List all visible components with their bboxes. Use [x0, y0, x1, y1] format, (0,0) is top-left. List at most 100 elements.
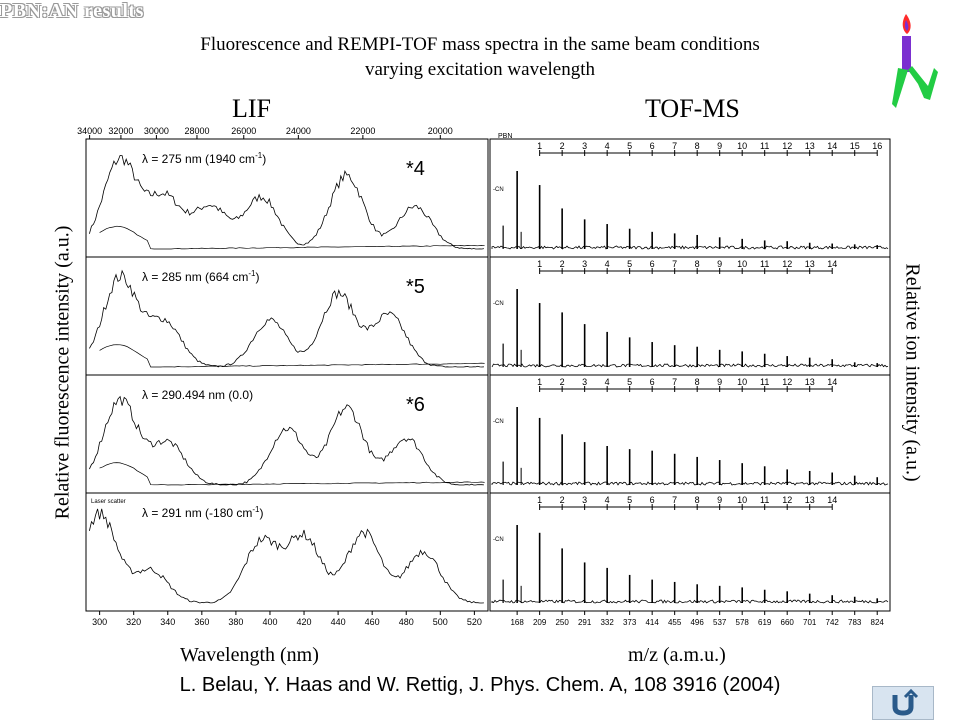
tof-x-tick-label: 824 — [871, 618, 885, 627]
tof-cluster-label: 12 — [782, 377, 792, 387]
slide-title-line1: Fluorescence and REMPI-TOF mass spectra … — [200, 34, 760, 55]
tof-cluster-label: 14 — [827, 259, 837, 269]
tof-baseline — [491, 599, 889, 604]
lif-reference-line — [99, 225, 485, 250]
tof-cluster-label: 13 — [805, 495, 815, 505]
tof-cluster-label: 10 — [737, 377, 747, 387]
tof-cluster-label: 1 — [537, 141, 542, 151]
lif-top-tick-label: 22000 — [350, 126, 375, 136]
tof-x-tick-label: 619 — [758, 618, 772, 627]
tof-cluster-label: 2 — [560, 377, 565, 387]
tof-x-tick-label: 209 — [533, 618, 547, 627]
lif-heading: LIF — [232, 94, 271, 123]
lif-spectrum-line — [89, 154, 484, 250]
lif-scale-factor: *4 — [406, 158, 425, 180]
tof-x-axis-label: m/z (a.m.u.) — [628, 644, 726, 666]
tof-cluster-label: 3 — [582, 259, 587, 269]
tof-x-tick-label: 168 — [510, 618, 524, 627]
tof-panel-frame — [489, 374, 891, 494]
tof-cluster-label: 14 — [827, 495, 837, 505]
tof-x-tick-label: 701 — [803, 618, 817, 627]
tof-cluster-label: 1 — [537, 259, 542, 269]
tof-baseline — [491, 245, 889, 250]
tof-cluster-label: 13 — [805, 141, 815, 151]
tof-cluster-label: 9 — [717, 259, 722, 269]
lif-panel-annotation: λ = 285 nm (664 cm-1) — [142, 269, 260, 284]
tof-x-tick-label: 455 — [668, 618, 682, 627]
lif-panel-tag: Laser scatter — [91, 499, 126, 505]
tof-cluster-label: 4 — [605, 259, 610, 269]
lif-scale-factor: *6 — [406, 394, 425, 416]
tof-cluster-label: 12 — [782, 495, 792, 505]
tof-cluster-label: 7 — [672, 495, 677, 505]
lif-top-tick-label: 24000 — [286, 126, 311, 136]
lif-panel-annotation: λ = 290.494 nm (0.0) — [142, 388, 253, 402]
tof-x-tick-label: 660 — [781, 618, 795, 627]
tof-cluster-label: 7 — [672, 377, 677, 387]
tof-x-tick-label: 742 — [826, 618, 840, 627]
citation: L. Belau, Y. Haas and W. Rettig, J. Phys… — [179, 674, 781, 696]
tof-cluster-label: 5 — [627, 377, 632, 387]
tof-fragment-label: -CN — [493, 187, 504, 193]
tof-cluster-label: 3 — [582, 377, 587, 387]
tof-cluster-label: 16 — [872, 141, 882, 151]
tof-cluster-label: 15 — [850, 141, 860, 151]
tof-cluster-label: 2 — [560, 259, 565, 269]
lif-top-tick-label: 30000 — [144, 126, 169, 136]
tof-x-tick-label: 250 — [555, 618, 569, 627]
lif-top-tick-label: 32000 — [108, 126, 133, 136]
lif-x-tick-label: 520 — [467, 617, 482, 627]
tof-x-tick-label: 373 — [623, 618, 637, 627]
tof-fragment-label: -CN — [493, 537, 504, 543]
tof-baseline — [491, 481, 889, 486]
tof-cluster-label: 3 — [582, 141, 587, 151]
lif-reference-line — [99, 344, 485, 368]
tof-x-tick-label: 783 — [848, 618, 862, 627]
lif-panel-annotation: λ = 275 nm (1940 cm-1) — [142, 151, 266, 166]
tof-cluster-label: 14 — [827, 141, 837, 151]
tof-cluster-label: 9 — [717, 141, 722, 151]
lif-panel-frame — [85, 492, 489, 612]
tof-cluster-label: 10 — [737, 495, 747, 505]
tof-cluster-label: 6 — [650, 495, 655, 505]
tof-fragment-label: -CN — [493, 301, 504, 307]
tof-cluster-label: 8 — [695, 377, 700, 387]
tof-heading: TOF-MS — [645, 94, 740, 123]
tof-panel-frame — [489, 256, 891, 376]
tof-x-tick-label: 291 — [578, 618, 592, 627]
tof-cluster-label: 13 — [805, 377, 815, 387]
tof-baseline — [491, 363, 889, 368]
lif-top-tick-label: 28000 — [184, 126, 209, 136]
tof-x-tick-label: 578 — [736, 618, 750, 627]
tof-cluster-label: 3 — [582, 495, 587, 505]
tof-cluster-label: 9 — [717, 377, 722, 387]
lif-x-axis-label: Wavelength (nm) — [180, 644, 319, 666]
lif-x-tick-label: 300 — [92, 617, 107, 627]
tof-cluster-label: 14 — [827, 377, 837, 387]
return-button[interactable] — [872, 686, 934, 720]
slide-title-line2: varying excitation wavelength — [364, 59, 596, 80]
tof-fragment-label: -CN — [493, 419, 504, 425]
lif-x-tick-label: 380 — [228, 617, 243, 627]
tof-cluster-label: 4 — [605, 141, 610, 151]
tof-x-tick-label: 537 — [713, 618, 727, 627]
lif-chart: 34000 32000 30000 28000 26000 24000 22000 20000… — [77, 126, 489, 627]
tof-cluster-label: 1 — [537, 495, 542, 505]
tof-cluster-label: 11 — [760, 495, 769, 505]
tof-cluster-label: 6 — [650, 259, 655, 269]
tof-cluster-label: 8 — [695, 141, 700, 151]
return-arrow-icon — [892, 688, 919, 716]
tof-cluster-label: 8 — [695, 495, 700, 505]
lif-x-tick-label: 480 — [399, 617, 414, 627]
tof-cluster-label: 12 — [782, 259, 792, 269]
tof-cluster-label: 5 — [627, 141, 632, 151]
lif-x-tick-label: 360 — [194, 617, 209, 627]
tof-cluster-label: 5 — [627, 259, 632, 269]
tof-x-tick-label: 496 — [690, 618, 704, 627]
lif-x-tick-label: 500 — [433, 617, 448, 627]
tof-cluster-label: 5 — [627, 495, 632, 505]
tof-cluster-label: 10 — [737, 141, 747, 151]
lif-spectrum-line — [89, 395, 484, 486]
tof-cluster-label: 1 — [537, 377, 542, 387]
